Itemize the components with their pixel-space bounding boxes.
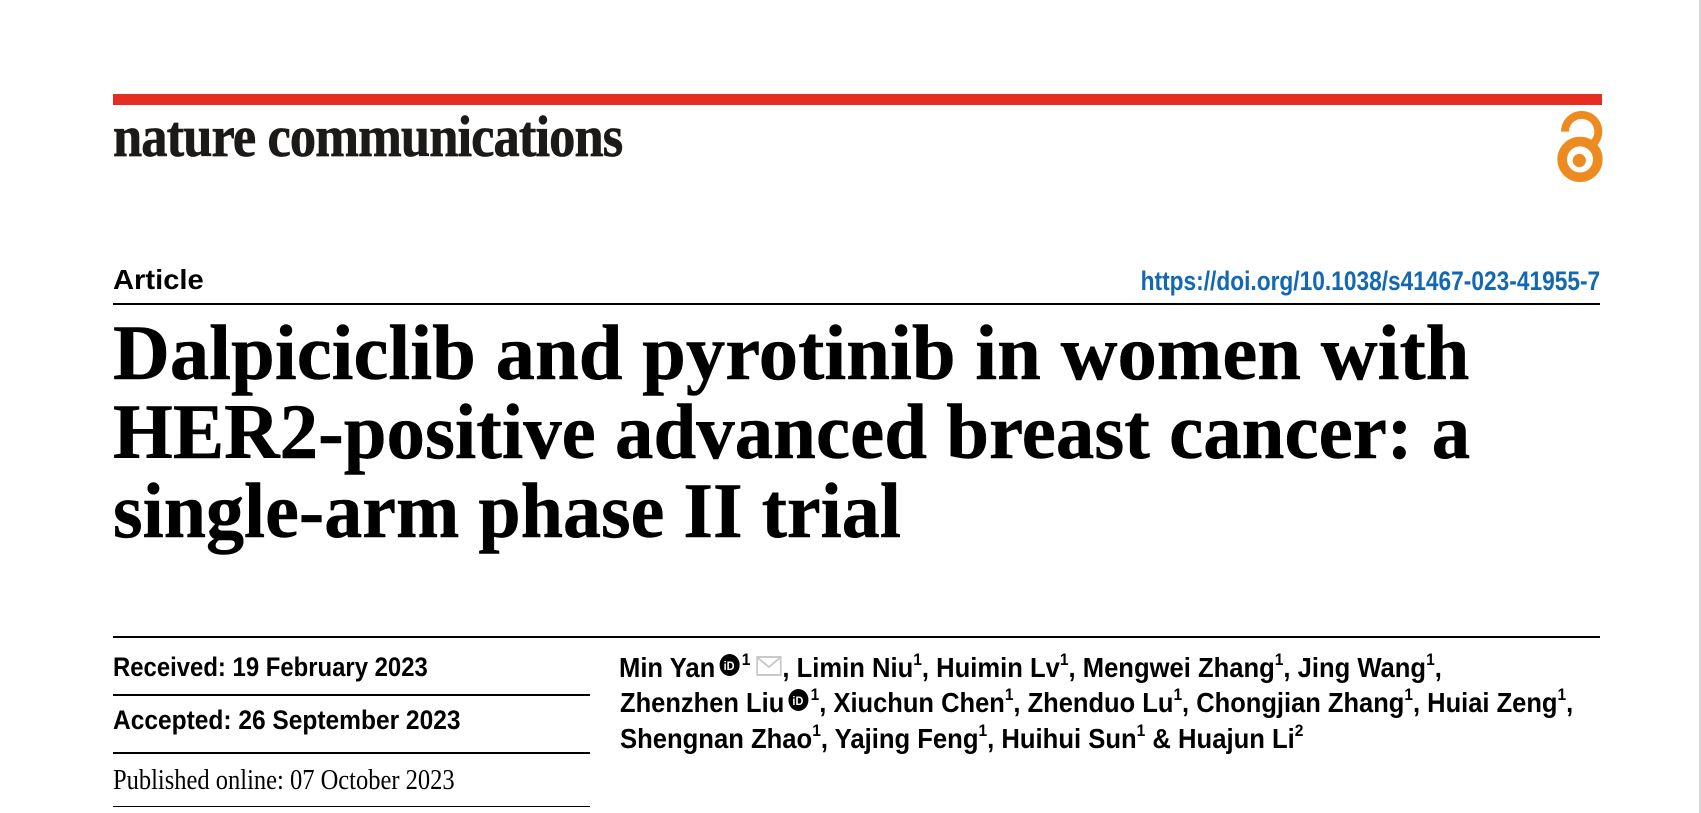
svg-text:iD: iD	[723, 661, 734, 674]
svg-text:iD: iD	[792, 695, 803, 708]
